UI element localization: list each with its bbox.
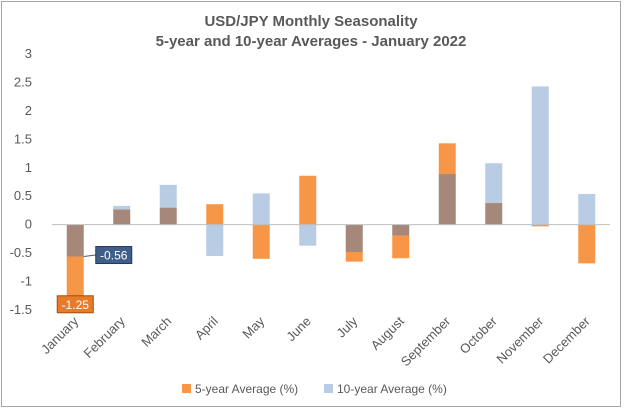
callout-leader-line [83, 254, 96, 258]
y-tick-label: 0.5 [14, 188, 32, 203]
bar-10yr-april [206, 224, 224, 256]
bar-10yr-may [252, 193, 270, 225]
y-tick-label: 3 [25, 46, 32, 61]
bar-5yr-june [299, 175, 317, 225]
legend-swatch-10-year [324, 384, 333, 393]
bar-overlap-february [113, 209, 131, 225]
callout-box-10-year [95, 246, 133, 265]
y-tick-label: -1.5 [10, 302, 32, 317]
bar-overlap-august [392, 224, 410, 236]
bar-5yr-november [531, 224, 549, 227]
x-tick-label-august: August [368, 313, 407, 352]
bar-5yr-august [392, 235, 410, 259]
bar-10yr-march [159, 184, 177, 208]
bar-5yr-september [438, 143, 456, 175]
bar-overlap-january [66, 224, 84, 257]
x-tick-label-november: November [493, 313, 546, 366]
x-tick-label-december: December [540, 313, 593, 366]
bar-10yr-october [485, 163, 503, 204]
x-tick-label-january: January [38, 313, 82, 357]
bar-5yr-april [206, 204, 224, 225]
x-tick-label-october: October [457, 313, 501, 357]
bar-5yr-december [578, 224, 596, 264]
chart-title: USD/JPY Monthly Seasonality [204, 13, 418, 30]
y-tick-label: 0 [25, 217, 32, 232]
bar-overlap-september [438, 174, 456, 225]
x-tick-label-may: May [239, 313, 267, 341]
bar-5yr-july [345, 251, 363, 262]
plot-area: -1.5 -1 -0.5 0 0.5 1 1.5 2 2.5 3 January February Ma… [10, 46, 610, 369]
callout-label-5-year: -1.25 [62, 298, 90, 312]
bar-overlap-march [159, 207, 177, 225]
y-tick-label: 1.5 [14, 131, 32, 146]
y-tick-label: 1 [25, 160, 32, 175]
bar-10yr-june [299, 224, 317, 246]
bar-10yr-february [113, 205, 131, 210]
x-tick-label-march: March [138, 314, 174, 350]
bar-overlap-october [485, 203, 503, 225]
legend-label-5-year: 5-year Average (%) [195, 382, 298, 396]
bar-10yr-november [531, 86, 549, 225]
legend-label-10-year: 10-year Average (%) [337, 382, 447, 396]
bar-5yr-may [252, 224, 270, 259]
x-tick-label-february: February [80, 313, 128, 361]
callout-label-10-year: -0.56 [100, 249, 128, 263]
y-tick-label: 2 [25, 103, 32, 118]
x-tick-label-july: July [333, 313, 360, 340]
y-tick-label: 2.5 [14, 74, 32, 89]
y-tick-label: -0.5 [10, 245, 32, 260]
bar-5yr-january [66, 256, 84, 296]
chart-subtitle: 5-year and 10-year Averages - January 20… [156, 33, 467, 50]
callout-box-5-year [56, 295, 94, 314]
x-tick-label-september: September [398, 313, 454, 369]
y-tick-label: -1 [20, 274, 32, 289]
bar-10yr-december [578, 193, 596, 225]
x-tick-label-june: June [283, 314, 314, 345]
bar-overlap-july [345, 224, 363, 252]
legend-swatch-5-year [182, 384, 191, 393]
legend: 5-year Average (%) 10-year Average (%) [182, 382, 447, 396]
x-tick-label-april: April [192, 313, 221, 342]
